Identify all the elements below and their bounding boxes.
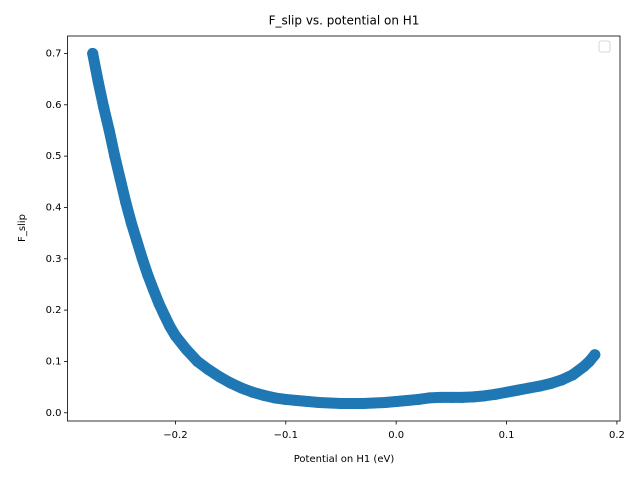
y-tick-label: 0.0: [46, 408, 62, 419]
scatter-point: [92, 76, 104, 88]
scatter-point: [214, 371, 226, 383]
y-tick-label: 0.7: [46, 48, 62, 59]
y-tick-label: 0.4: [46, 202, 62, 213]
scatter-point: [87, 47, 99, 59]
scatter-point: [125, 217, 137, 229]
scatter-point: [180, 344, 192, 356]
scatter-point: [379, 397, 391, 409]
scatter-point: [346, 398, 358, 410]
scatter-point: [478, 390, 490, 402]
scatter-point: [357, 398, 369, 410]
scatter-point: [131, 235, 143, 247]
y-tick-label: 0.3: [46, 254, 62, 265]
scatter-point: [490, 388, 502, 400]
scatter-point: [512, 384, 524, 396]
scatter-point: [136, 253, 148, 265]
scatter-point: [390, 395, 402, 407]
scatter-point: [158, 309, 170, 321]
scatter-point: [335, 398, 347, 410]
scatter-point: [589, 349, 601, 361]
scatter-point: [534, 380, 546, 392]
scatter-point: [109, 150, 121, 162]
scatter-point: [401, 394, 413, 406]
x-tick-label: 0.0: [388, 430, 404, 441]
axes-frame: [67, 35, 621, 422]
y-tick-label: 0.1: [46, 356, 62, 367]
scatter-point: [556, 374, 568, 386]
legend-box: [598, 40, 611, 53]
scatter-point: [523, 382, 535, 394]
scatter-point: [423, 392, 435, 404]
y-tick-label: 0.6: [46, 100, 62, 111]
scatter-point: [164, 321, 176, 333]
y-tick-label: 0.5: [46, 151, 62, 162]
scatter-point: [280, 393, 292, 405]
x-tick-label: −0.1: [274, 430, 298, 441]
scatter-point: [103, 124, 115, 136]
x-tick-label: −0.2: [163, 430, 187, 441]
scatter-point: [169, 330, 181, 342]
scatter-point: [445, 391, 457, 403]
scatter-point: [192, 355, 204, 367]
scatter-point: [291, 394, 303, 406]
scatter-point: [545, 378, 557, 390]
scatter-point: [142, 269, 154, 281]
scatter-point: [236, 382, 248, 394]
scatter-point: [368, 397, 380, 409]
y-tick-label: 0.2: [46, 305, 62, 316]
scatter-point: [434, 391, 446, 403]
scatter-point: [456, 391, 468, 403]
scatter-point: [98, 101, 110, 113]
scatter-point: [147, 284, 159, 296]
scatter-point: [302, 395, 314, 407]
scatter-point: [313, 397, 325, 409]
scatter-point: [153, 297, 165, 309]
scatter-point: [258, 389, 270, 401]
scatter-point: [225, 377, 237, 389]
scatter-point: [324, 397, 336, 409]
scatter-point: [412, 393, 424, 405]
scatter-point: [203, 364, 215, 376]
chart-title: F_slip vs. potential on H1: [269, 14, 420, 28]
scatter-point: [501, 386, 513, 398]
scatter-point: [567, 369, 579, 381]
x-tick-label: 0.1: [499, 430, 515, 441]
scatter-point: [114, 173, 126, 185]
x-axis-label: Potential on H1 (eV): [294, 454, 395, 465]
scatter-point: [269, 392, 281, 404]
scatter-point: [120, 196, 132, 208]
y-axis-label: F_slip: [17, 214, 28, 242]
scatter-point: [467, 391, 479, 403]
scatter-point: [247, 386, 259, 398]
x-tick-label: 0.2: [609, 430, 625, 441]
